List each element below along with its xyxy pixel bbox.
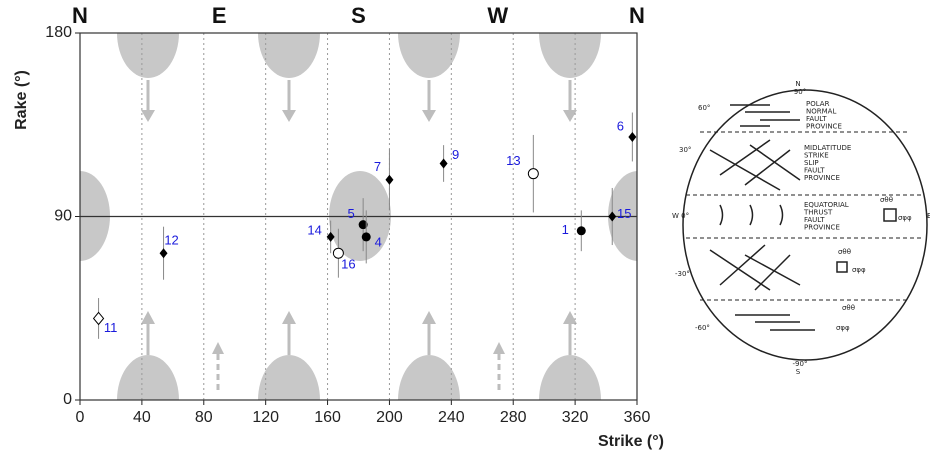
point-label: 13 [506, 153, 520, 168]
inset-label: PROVINCE [806, 123, 842, 131]
inset-label: -30° [675, 270, 690, 278]
x-tick-label: 160 [314, 409, 341, 426]
inset-label: σθθ [842, 304, 855, 312]
point-label: 5 [348, 206, 355, 221]
x-tick-label: 40 [133, 409, 151, 426]
point [527, 168, 539, 180]
inset-diagram [682, 89, 928, 361]
point [576, 226, 586, 236]
point-label: 11 [104, 320, 118, 335]
point [385, 174, 394, 185]
x-axis-label: Strike (°) [598, 433, 664, 450]
compass-label: N [72, 3, 88, 28]
inset-label: -90° [793, 360, 808, 368]
x-tick-label: 280 [500, 409, 527, 426]
point-label: 9 [452, 147, 459, 162]
arrows [141, 80, 577, 390]
x-tick-label: 240 [438, 409, 465, 426]
inset-label: W 0° [672, 212, 689, 220]
point [608, 211, 617, 222]
inset-label: σφφ [836, 324, 850, 332]
point [358, 220, 368, 230]
x-tick-label: 320 [562, 409, 589, 426]
compass-label: E [212, 3, 227, 28]
point-label: 4 [375, 234, 382, 249]
inset-label: MIDLATITUDE [804, 144, 851, 152]
point-label: 16 [341, 257, 355, 272]
inset-label: EQUATORIAL [804, 201, 849, 209]
compass-label: W [487, 3, 508, 28]
y-tick-label: 180 [45, 24, 72, 41]
point [332, 247, 344, 259]
x-tick-label: 360 [624, 409, 651, 426]
point-label: 15 [617, 206, 631, 221]
inset-label: S [796, 368, 801, 376]
inset-label: NORMAL [806, 108, 836, 116]
point-label: 6 [617, 118, 624, 133]
inset-label: SLIP [804, 159, 819, 167]
inset-label: σθθ [838, 248, 851, 256]
inset-label: PROVINCE [804, 224, 840, 232]
point-label: 1 [562, 222, 569, 237]
inset-label: σφφ [898, 214, 912, 222]
inset-label: PROVINCE [804, 174, 840, 182]
inset-label: POLAR [806, 100, 830, 108]
inset-label: E [927, 212, 930, 220]
point-label: 14 [307, 222, 321, 237]
inset-label: N [795, 80, 800, 88]
point [159, 248, 168, 259]
x-tick-label: 0 [76, 409, 85, 426]
point-label: 7 [374, 159, 381, 174]
inset-label: STRIKE [804, 152, 829, 160]
inset-label: FAULT [806, 115, 827, 123]
y-tick-label: 0 [63, 391, 72, 408]
point-label: 12 [164, 233, 178, 248]
inset-label: THRUST [803, 209, 833, 217]
inset-label: σθθ [880, 196, 893, 204]
inset-label: FAULT [804, 167, 825, 175]
inset-label: 90° [794, 88, 806, 96]
y-tick-label: 90 [54, 208, 72, 225]
x-tick-label: 200 [376, 409, 403, 426]
point [361, 232, 371, 242]
inset-label: 30° [679, 146, 691, 154]
inset-label: FAULT [804, 216, 825, 224]
inset-label: 60° [698, 104, 710, 112]
inset-label: σφφ [852, 266, 866, 274]
compass-label: S [351, 3, 366, 28]
inset-label: -60° [695, 324, 710, 332]
y-axis-label: Rake (°) [13, 70, 30, 130]
compass-label: N [629, 3, 645, 28]
x-tick-label: 120 [252, 409, 279, 426]
point [326, 231, 335, 242]
x-tick-label: 80 [195, 409, 213, 426]
point [92, 311, 105, 326]
point [628, 131, 637, 142]
plot-frame [79, 32, 638, 401]
point [439, 158, 448, 169]
